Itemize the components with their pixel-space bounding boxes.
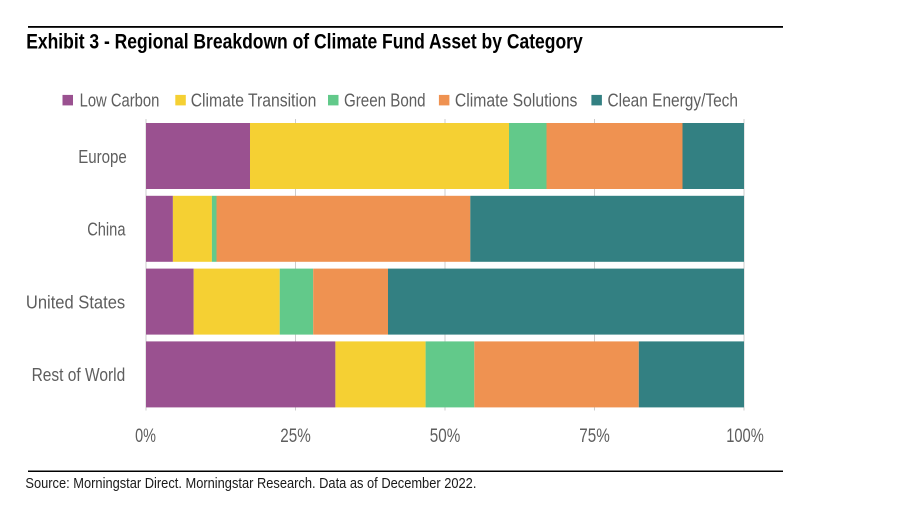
svg-text:25%: 25% — [280, 426, 311, 447]
svg-text:Green Bond: Green Bond — [344, 89, 426, 110]
svg-text:Low Carbon: Low Carbon — [80, 89, 160, 110]
svg-text:Rest of World: Rest of World — [32, 364, 126, 385]
svg-text:50%: 50% — [430, 426, 461, 447]
svg-text:Climate Transition: Climate Transition — [191, 89, 317, 110]
svg-text:Clean Energy/Tech: Clean Energy/Tech — [608, 89, 739, 110]
svg-text:Source: Morningstar Direct. Mo: Source: Morningstar Direct. Morningstar … — [25, 475, 476, 492]
svg-text:100%: 100% — [726, 426, 764, 447]
svg-text:United States: United States — [26, 291, 125, 312]
svg-text:75%: 75% — [579, 426, 610, 447]
svg-text:Climate Solutions: Climate Solutions — [455, 89, 578, 110]
svg-text:China: China — [87, 219, 126, 240]
svg-text:Europe: Europe — [78, 146, 127, 167]
svg-text:Exhibit 3 - Regional Breakdown: Exhibit 3 - Regional Breakdown of Climat… — [26, 31, 583, 54]
svg-text:0%: 0% — [135, 426, 156, 447]
